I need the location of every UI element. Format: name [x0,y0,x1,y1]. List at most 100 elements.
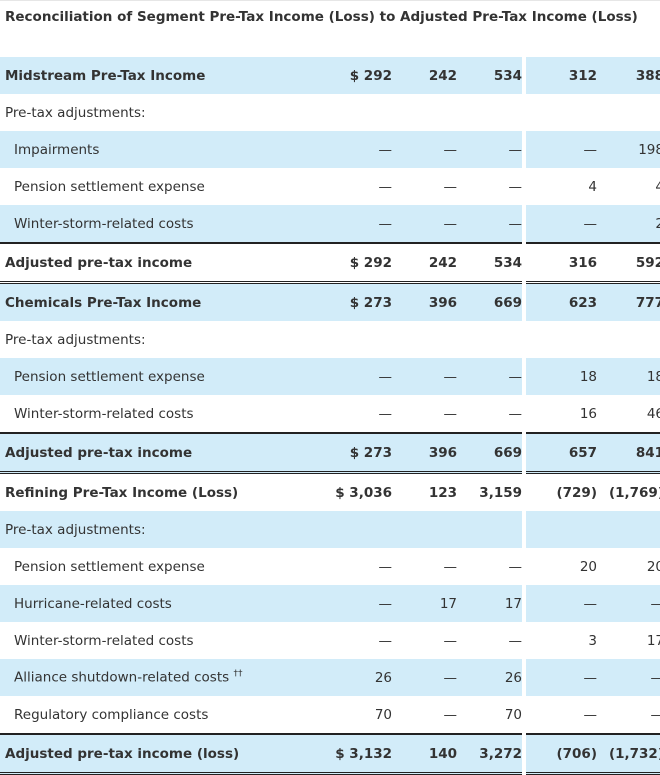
table-row: Winter-storm-related costs — — —3 17 [0,622,660,659]
value-cell: 396 [392,432,457,474]
value-cell: — [392,205,457,243]
value-cell: 198 [597,131,660,168]
value-cell [522,94,597,131]
row-label-text: Impairments [14,141,100,158]
value-cell: 534 [457,242,524,284]
value-cell [522,321,597,358]
value-cell: 18 [597,358,660,395]
value-cell: $ 273 [329,432,392,474]
row-label-text: Pension settlement expense [14,178,205,195]
table-row: Impairments — — — —198 [0,131,660,168]
row-label: Midstream Pre-Tax Income [0,57,329,94]
table-row: Pension settlement expense — — —4 4 [0,168,660,205]
value-cell [457,511,524,548]
row-label: Adjusted pre-tax income [0,242,329,284]
value-cell: — [329,585,392,622]
value-cell: 3,272 [457,733,524,775]
value-cell: 242 [392,242,457,284]
value-cell [457,321,524,358]
row-label: Pension settlement expense [0,168,329,205]
value-cell: 592 [597,242,660,284]
value-cell: — [378,632,393,649]
value-cell: 20 [522,548,597,585]
value-cell [392,511,457,548]
row-label: Hurricane-related costs [0,585,329,622]
value-cell: — [443,558,458,575]
value-cell: — [597,696,660,734]
value-cell: (1,769) [608,484,660,501]
value-cell: 70 [374,706,392,723]
row-label-text: Pre-tax adjustments: [5,331,146,348]
value-cell [597,94,660,131]
row-label-text: Winter-storm-related costs [14,632,194,649]
value-cell: $ 3,132 [329,733,392,775]
value-cell: (1,732) [597,733,660,775]
value-cell: 312 [522,57,597,94]
value-cell: — [443,632,458,649]
value-cell: 669 [457,282,524,321]
table-row: Pre-tax adjustments: [0,321,660,358]
row-label-text: Adjusted pre-tax income [5,444,193,461]
row-label-text: Pension settlement expense [14,558,205,575]
row-label-text: Winter-storm-related costs [14,215,194,232]
table-row: Pre-tax adjustments: [0,511,660,548]
table-row: Adjusted pre-tax income $ 292 242 534 316 592 [0,242,660,284]
value-cell: — [508,558,523,575]
value-cell: 3 [522,622,597,659]
value-cell: 534 [457,57,524,94]
row-label: Winter-storm-related costs [0,622,329,659]
row-label: Pre-tax adjustments: [0,321,329,358]
value-cell [392,321,457,358]
reconciliation-table: Midstream Pre-Tax Income $ 292 242 534 312 38… [0,57,660,775]
table-row: Winter-storm-related costs — — — —2 [0,205,660,243]
value-cell: — [378,405,393,422]
value-cell [597,321,660,358]
value-cell: — [522,696,597,734]
value-cell: $ 292 [329,242,392,284]
value-cell: — [329,131,392,168]
value-cell: — [508,178,523,195]
table-title: Reconciliation of Segment Pre-Tax Income… [0,0,660,57]
table-row: Pension settlement expense — — —20 20 [0,548,660,585]
row-label: Pre-tax adjustments: [0,511,329,548]
value-cell: — [597,659,660,696]
table-row: Alliance shutdown-related costs †† 26—26—… [0,659,660,696]
value-cell [457,94,524,131]
value-cell: 2 [597,205,660,243]
value-cell [329,511,392,548]
row-label-text: Pre-tax adjustments: [5,104,146,121]
value-cell: 657 [522,432,597,474]
value-cell [329,321,392,358]
table-row: Pension settlement expense — — —18 18 [0,358,660,395]
value-cell: 388 [597,57,660,94]
table-row: Adjusted pre-tax income $ 273 396 669 657 841 [0,432,660,474]
row-label: Refining Pre-Tax Income (Loss) [0,473,329,512]
value-cell: $ 3,036 [335,484,392,501]
value-cell: — [457,131,524,168]
value-cell: — [443,178,458,195]
value-cell: 17 [457,585,524,622]
value-cell: (729) [522,472,597,511]
value-cell: 26 [329,659,392,696]
row-label: Pension settlement expense [0,358,329,395]
value-cell: — [443,405,458,422]
footnote-marker: †† [233,669,243,680]
value-cell: — [392,131,457,168]
row-label: Alliance shutdown-related costs †† [0,659,329,696]
value-cell: 46 [646,405,660,422]
value-cell: 70 [504,706,522,723]
value-cell [329,94,392,131]
row-label-text: Regulatory compliance costs [14,706,209,723]
table-row: Chemicals Pre-Tax Income $ 273 396 669 623 77… [0,282,660,321]
value-cell: 17 [392,585,457,622]
row-label: Adjusted pre-tax income [0,432,329,474]
value-cell: — [508,632,523,649]
value-cell [522,511,597,548]
row-label-text: Midstream Pre-Tax Income [5,67,206,84]
value-cell: — [392,358,457,395]
row-label: Pension settlement expense [0,548,329,585]
value-cell: 777 [597,282,660,321]
value-cell: 140 [392,733,457,775]
table-row: Adjusted pre-tax income (loss) $ 3,132 140… [0,733,660,775]
